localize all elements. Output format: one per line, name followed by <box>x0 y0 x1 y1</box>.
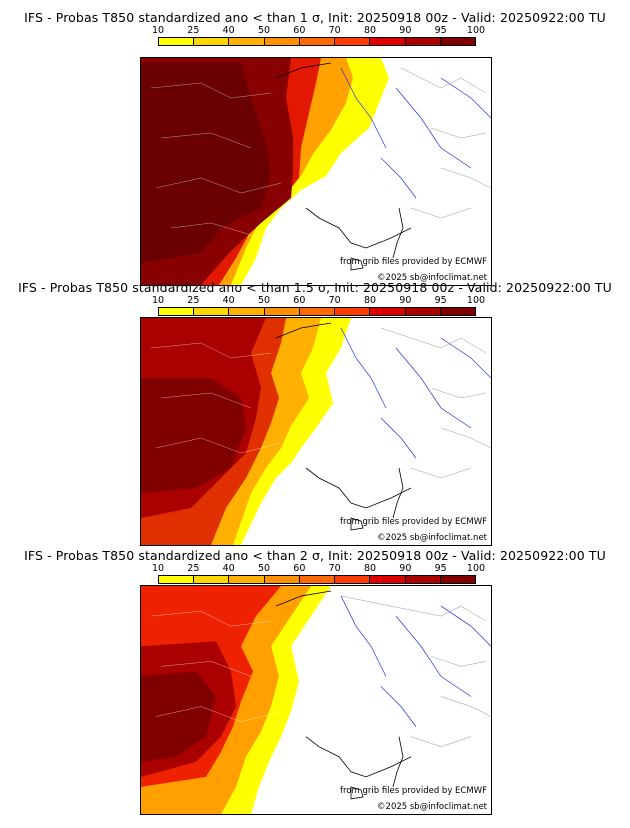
colorbar-tick-label: 80 <box>363 295 377 306</box>
colorbar-segment <box>264 38 300 45</box>
colorbar-segment <box>194 308 230 315</box>
colorbar-segment <box>440 576 475 583</box>
colorbar-tick-label: 90 <box>399 563 412 574</box>
colorbar-tick-label: 70 <box>328 25 341 36</box>
colorbar-segment <box>370 576 406 583</box>
probability-colorbar <box>158 575 476 584</box>
admin-borders <box>400 67 491 219</box>
data-source-credit: from grib files provided by ECMWF <box>340 257 487 267</box>
colorbar-segment <box>335 38 371 45</box>
admin-borders <box>380 327 491 479</box>
colorbar-tick-label: 95 <box>434 25 447 36</box>
colorbar-segment <box>440 308 475 315</box>
colorbar-labels: 10 25 40 50 60 70 80 90 95 100 <box>152 295 485 306</box>
colorbar-tick-label: 90 <box>399 295 412 306</box>
probability-map: from grib files provided by ECMWF ©2025 … <box>140 585 492 815</box>
rivers <box>340 67 491 199</box>
colorbar-tick-label: 100 <box>466 25 486 36</box>
panel-title: IFS - Probas T850 standardized ano < tha… <box>18 280 612 295</box>
panel-title: IFS - Probas T850 standardized ano < tha… <box>24 548 606 563</box>
country-borders <box>150 342 282 454</box>
rivers <box>340 327 491 459</box>
colorbar-segment <box>299 38 336 45</box>
colorbar-segment <box>335 576 371 583</box>
colorbar-tick-label: 95 <box>434 563 447 574</box>
prob-shade-maroon <box>141 63 271 263</box>
colorbar-segment <box>299 308 336 315</box>
prob-shade-maroon <box>141 378 246 493</box>
colorbar-segment <box>405 38 441 45</box>
colorbar-tick-label: 25 <box>187 563 200 574</box>
colorbar-tick-label: 10 <box>151 295 165 306</box>
colorbar-tick-label: 60 <box>293 563 306 574</box>
coastline <box>275 322 412 531</box>
colorbar-tick-label: 90 <box>399 25 412 36</box>
colorbar-segment <box>159 38 195 45</box>
data-source-credit: from grib files provided by ECMWF <box>340 786 487 796</box>
colorbar-tick-label: 60 <box>293 25 306 36</box>
copyright-credit: ©2025 sb@infoclimat.net <box>377 802 487 812</box>
colorbar-tick-label: 10 <box>151 563 165 574</box>
prob-shade-maroon <box>141 671 216 762</box>
colorbar-segment <box>405 576 441 583</box>
colorbar-segment <box>159 576 195 583</box>
colorbar-segment <box>370 38 406 45</box>
colorbar-tick-label: 50 <box>257 25 271 36</box>
colorbar-tick-label: 70 <box>328 563 341 574</box>
rivers <box>340 595 491 727</box>
country-borders <box>150 610 282 722</box>
country-borders <box>150 82 282 239</box>
colorbar-tick-label: 10 <box>151 25 165 36</box>
colorbar-tick-label: 40 <box>222 295 235 306</box>
coastline <box>275 62 412 271</box>
colorbar-segment <box>194 38 230 45</box>
colorbar-segment <box>194 576 230 583</box>
copyright-credit: ©2025 sb@infoclimat.net <box>377 273 487 283</box>
colorbar-tick-label: 60 <box>293 295 306 306</box>
colorbar-segment <box>229 308 265 315</box>
probability-map: from grib files provided by ECMWF ©2025 … <box>140 317 492 546</box>
colorbar-tick-label: 50 <box>257 563 271 574</box>
colorbar-labels: 10 25 40 50 60 70 80 90 95 100 <box>152 563 485 574</box>
colorbar-tick-label: 50 <box>257 295 271 306</box>
colorbar-tick-label: 25 <box>187 295 200 306</box>
colorbar-segment <box>229 38 265 45</box>
probability-map: from grib files provided by ECMWF ©2025 … <box>140 57 492 286</box>
admin-borders <box>340 595 491 747</box>
map-canvas <box>141 318 491 545</box>
coastline <box>275 590 412 800</box>
colorbar-segment <box>440 38 475 45</box>
colorbar-tick-label: 100 <box>466 295 486 306</box>
data-source-credit: from grib files provided by ECMWF <box>340 517 487 527</box>
copyright-credit: ©2025 sb@infoclimat.net <box>377 533 487 543</box>
colorbar-tick-label: 80 <box>363 25 377 36</box>
colorbar-segment <box>299 576 336 583</box>
colorbar-segment <box>159 308 195 315</box>
colorbar-tick-label: 25 <box>187 25 200 36</box>
panel-title: IFS - Probas T850 standardized ano < tha… <box>24 10 606 25</box>
colorbar-tick-label: 80 <box>363 563 377 574</box>
colorbar-tick-label: 70 <box>328 295 341 306</box>
colorbar-segment <box>264 308 300 315</box>
colorbar-tick-label: 40 <box>222 25 235 36</box>
colorbar-tick-label: 100 <box>466 563 486 574</box>
probability-colorbar <box>158 37 476 46</box>
colorbar-segment <box>335 308 371 315</box>
colorbar-labels: 10 25 40 50 60 70 80 90 95 100 <box>152 25 485 36</box>
map-canvas <box>141 586 491 814</box>
colorbar-tick-label: 95 <box>434 295 447 306</box>
colorbar-segment <box>370 308 406 315</box>
colorbar-segment <box>405 308 441 315</box>
probability-colorbar <box>158 307 476 316</box>
map-canvas <box>141 58 491 285</box>
colorbar-tick-label: 40 <box>222 563 235 574</box>
colorbar-segment <box>229 576 265 583</box>
colorbar-segment <box>264 576 300 583</box>
